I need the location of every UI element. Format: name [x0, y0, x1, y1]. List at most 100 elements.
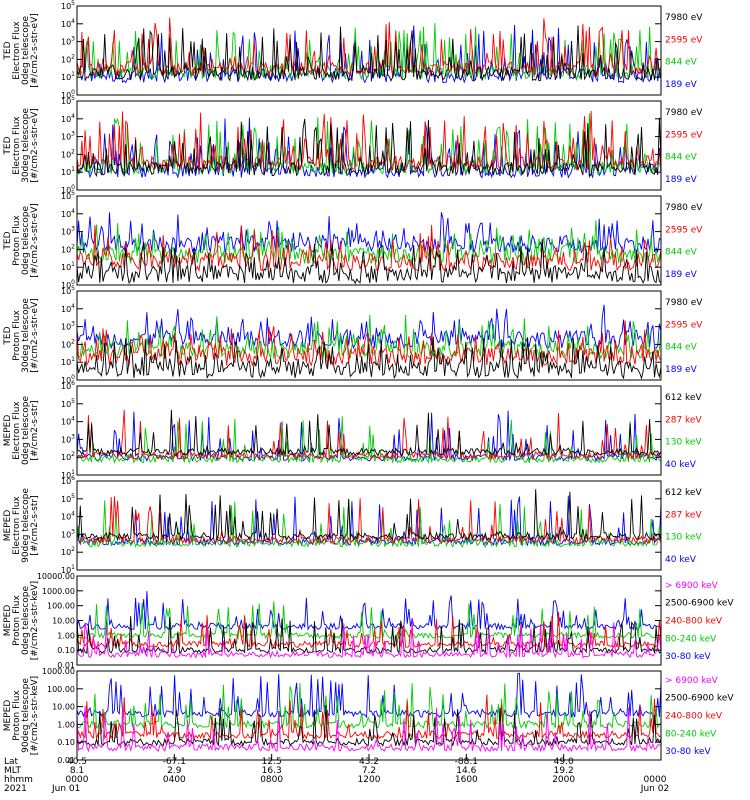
panel-1-traces [77, 17, 661, 84]
y-tick-label: 101 [61, 166, 75, 177]
series-trace-3 [77, 416, 661, 464]
y-tick-label: 10.00 [52, 703, 75, 712]
legend-entry: 40 keV [665, 460, 697, 470]
panel-6-traces [77, 489, 661, 549]
series-trace-1 [77, 336, 661, 380]
series-trace-1 [77, 619, 661, 659]
y-axis-label: TEDElectron Flux30deg telescope[#/cm2-s-… [3, 108, 40, 183]
y-tick-label: 101 [61, 356, 75, 367]
legend-entry: 844 eV [665, 153, 698, 163]
x-tick-label-hhmm: 0000 [66, 775, 89, 785]
x-tick-label-lat: 43.2 [359, 757, 379, 767]
x-row-label: hhmm [4, 775, 33, 785]
y-tick-label: 100.00 [47, 602, 75, 611]
y-tick-label: 105 [61, 398, 75, 409]
y-tick-label: 100 [61, 279, 75, 290]
legend-entry: 189 eV [665, 365, 698, 375]
series-trace-2 [77, 17, 661, 77]
y-tick-label: 104 [61, 113, 75, 124]
x-row-label: 2021 [4, 784, 27, 794]
legend-entry: 7980 eV [665, 13, 703, 23]
panel-8-traces [77, 672, 661, 753]
y-axis-label: TEDProton Flux0deg telescope[#/cm2-s-str… [3, 203, 40, 278]
panel-6: 101 102 103 104 105 106 MEPEDElectron Flux90de… [3, 475, 702, 575]
series-trace-4 [77, 117, 661, 179]
legend-entry: 189 eV [665, 175, 698, 185]
y-axis-label: MEPEDElectron Flux90deg telescope[#/cm2-… [3, 488, 40, 563]
y-tick-label: 0.10 [57, 738, 75, 747]
y-tick-label: 0.01 [57, 756, 75, 765]
y-tick-label: 10.00 [52, 617, 75, 626]
panel-5-traces [77, 409, 661, 464]
x-tick-label-mlt: 2.9 [167, 766, 182, 776]
legend-entry: > 6900 keV [665, 581, 719, 591]
series-trace-1 [77, 705, 661, 753]
panel-frame [76, 290, 662, 381]
y-tick-label: 106 [61, 380, 75, 391]
y-tick-label: 0.10 [57, 646, 75, 655]
legend-entry: 612 keV [665, 393, 702, 403]
legend-entry: 844 eV [665, 248, 698, 258]
legend-entry: 80-240 keV [665, 729, 717, 739]
legend-entry: 2595 eV [665, 130, 703, 140]
series-trace-1 [77, 117, 661, 178]
x-tick-label-hhmm: 0000 [644, 775, 667, 785]
y-tick-label: 103 [61, 226, 75, 237]
x-row-label: Lat [4, 757, 19, 767]
panel-frame [76, 5, 662, 96]
legend-entry: 40 keV [665, 555, 697, 565]
panel-2: 100 101 102 103 104 105 TEDElectron Flux30deg … [3, 95, 703, 195]
y-tick-label: 101 [61, 71, 75, 82]
legend-entry: 80-240 keV [665, 634, 717, 644]
legend-entry: 844 eV [665, 58, 698, 68]
legend-entry: 2500-6900 keV [665, 599, 734, 609]
series-trace-4 [77, 410, 661, 463]
panel-7-traces [77, 591, 661, 659]
y-tick-label: 105 [61, 95, 75, 106]
series-trace-4 [77, 683, 661, 730]
x-row-label: MLT [4, 766, 22, 776]
legend-entry: 2595 eV [665, 35, 703, 45]
y-tick-label: 101 [61, 564, 75, 575]
panel-4-traces [77, 304, 661, 380]
y-tick-label: 1000.00 [42, 667, 75, 676]
y-tick-label: 102 [61, 243, 75, 254]
legend-entry: 287 keV [665, 510, 702, 520]
legend-entry: 30-80 keV [665, 747, 711, 757]
legend-entry: 240-800 keV [665, 712, 723, 722]
y-tick-label: 100.00 [47, 685, 75, 694]
y-axis-label: MEPEDProton Flux0deg telescope[#/cm2-s-s… [3, 581, 40, 660]
series-trace-1 [77, 25, 661, 82]
panel-4: 100 101 102 103 104 105 TEDProton Flux30deg te… [3, 285, 703, 385]
y-tick-label: 103 [61, 131, 75, 142]
series-trace-5 [77, 591, 661, 631]
x-tick-label-mlt: 8.1 [70, 766, 84, 776]
x-tick-label-date: Jun 02 [640, 784, 669, 794]
x-tick-label-mlt: 16.3 [262, 766, 282, 776]
y-axis-label: TEDProton Flux30deg telescope[#/cm2-s-st… [3, 298, 40, 373]
panel-3: 100 101 102 103 104 105 TEDProton Flux0deg tel… [3, 190, 703, 290]
legend-entry: 2595 eV [665, 225, 703, 235]
legend-entry: 7980 eV [665, 108, 703, 118]
y-tick-label: 101 [61, 469, 75, 480]
y-tick-label: 105 [61, 493, 75, 504]
legend-entry: 7980 eV [665, 298, 703, 308]
x-tick-label-hhmm: 0400 [163, 775, 186, 785]
legend-entry: 7980 eV [665, 203, 703, 213]
series-trace-3 [77, 498, 661, 549]
y-tick-label: 104 [61, 208, 75, 219]
legend-entry: 189 eV [665, 80, 698, 90]
panel-5: 101 102 103 104 105 106 MEPEDElectron Flux0deg… [3, 380, 702, 480]
series-trace-2 [77, 224, 661, 273]
x-tick-label-lat: 12.5 [262, 757, 282, 767]
legend-entry: 844 eV [665, 343, 698, 353]
y-tick-label: 0.01 [57, 661, 75, 670]
y-tick-label: 103 [61, 36, 75, 47]
x-tick-label-mlt: 7.2 [362, 766, 376, 776]
y-tick-label: 104 [61, 18, 75, 29]
series-trace-1 [77, 489, 661, 542]
series-trace-1 [77, 409, 661, 458]
series-trace-2 [77, 320, 661, 367]
